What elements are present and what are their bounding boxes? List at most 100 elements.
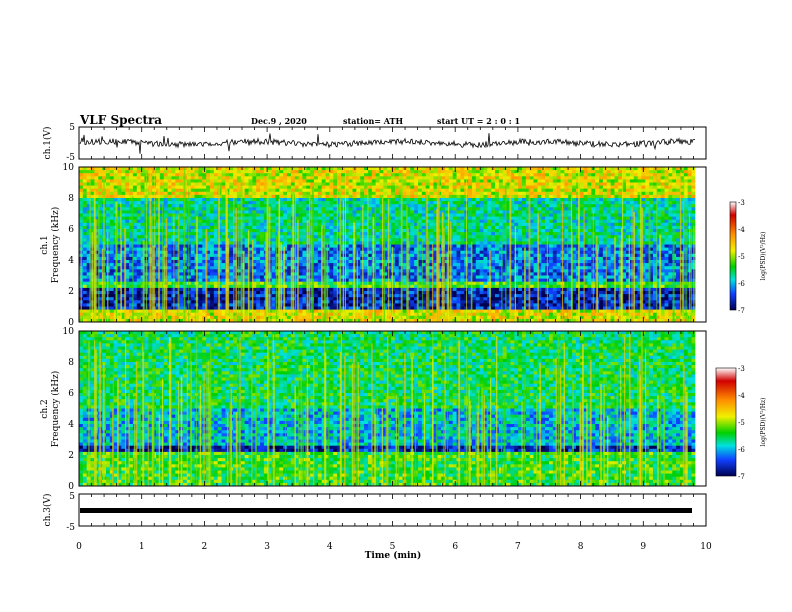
spectrogram-cell bbox=[661, 214, 665, 218]
spectrogram-cell bbox=[568, 183, 572, 187]
spectrogram-cell bbox=[541, 170, 545, 174]
spectrogram-cell bbox=[110, 254, 114, 257]
spectrogram-cell bbox=[376, 220, 380, 224]
spectrogram-cell bbox=[191, 257, 195, 261]
spectrogram-cell bbox=[329, 257, 333, 261]
spectrogram-cell bbox=[287, 214, 291, 218]
spectrogram-cell bbox=[522, 183, 526, 187]
spectrogram-cell bbox=[275, 179, 279, 183]
spectrogram-cell bbox=[233, 179, 237, 183]
spectrogram-cell bbox=[672, 176, 676, 180]
spectrogram-cell bbox=[688, 201, 692, 205]
spectrogram-cell bbox=[499, 217, 503, 221]
spectrogram-cell bbox=[214, 220, 218, 224]
spectrogram-cell bbox=[491, 176, 495, 180]
spectrogram-cell bbox=[480, 192, 484, 196]
spectrogram-cell bbox=[152, 207, 156, 211]
spectrogram-cell bbox=[121, 192, 125, 196]
spectrogram-cell bbox=[607, 257, 611, 261]
spectrogram-cell bbox=[676, 204, 680, 208]
spectrogram-cell bbox=[418, 201, 422, 205]
spectrogram-cell bbox=[287, 241, 291, 245]
spectrogram-cell bbox=[472, 207, 476, 211]
spectrogram-cell bbox=[630, 195, 634, 199]
spectrogram-cell bbox=[349, 201, 353, 205]
spectrogram-cell bbox=[557, 204, 561, 208]
spectrogram-cell bbox=[668, 195, 672, 199]
spectrogram-cell bbox=[564, 226, 568, 230]
spectrogram-cell bbox=[137, 179, 141, 183]
spectrogram-cell bbox=[198, 226, 202, 230]
spectrogram-cell bbox=[137, 226, 141, 230]
spectrogram-cell bbox=[541, 198, 545, 202]
spectrogram-cell bbox=[260, 217, 264, 221]
spectrogram-cell bbox=[356, 170, 360, 174]
spectrogram-cell bbox=[387, 254, 391, 257]
spectrogram-cell bbox=[198, 207, 202, 211]
spectrogram-cell bbox=[353, 198, 357, 202]
spectrogram-cell bbox=[587, 179, 591, 183]
spectrogram-cell bbox=[491, 173, 495, 177]
spectrogram-cell bbox=[549, 204, 553, 208]
spectrogram-cell bbox=[491, 260, 495, 264]
spectrogram-cell bbox=[272, 173, 276, 177]
spectrogram-cell bbox=[665, 204, 669, 208]
spectrogram-cell bbox=[387, 226, 391, 230]
spectrogram-cell bbox=[191, 192, 195, 196]
spectrogram-cell bbox=[283, 192, 287, 196]
spectrogram-cell bbox=[522, 170, 526, 174]
spectrogram-cell bbox=[441, 176, 445, 180]
spectrogram-cell bbox=[611, 232, 615, 236]
spectrogram-cell bbox=[545, 176, 549, 180]
spectrogram-cell bbox=[141, 223, 145, 227]
ch1-ytick-bottom: -5 bbox=[66, 153, 75, 163]
spectrogram-cell bbox=[572, 217, 576, 221]
spectrogram-cell bbox=[661, 204, 665, 208]
spectrogram-cell bbox=[541, 232, 545, 236]
spectrogram-cell bbox=[684, 198, 688, 202]
spectrogram-cell bbox=[168, 214, 172, 218]
spectrogram-cell bbox=[179, 260, 183, 264]
spectrogram-cell bbox=[121, 210, 125, 214]
spectrogram-cell bbox=[557, 238, 561, 242]
spectrogram-cell bbox=[141, 186, 145, 190]
spectrogram-cell bbox=[537, 198, 541, 202]
spectrogram-cell bbox=[614, 226, 618, 230]
spectrogram-cell bbox=[287, 201, 291, 205]
spectrogram-cell bbox=[110, 167, 114, 171]
spectrogram-cell bbox=[337, 170, 341, 174]
spectrogram-cell bbox=[595, 204, 599, 208]
spectrogram-cell bbox=[595, 170, 599, 174]
spectrogram-cell bbox=[626, 173, 630, 177]
spectrogram-cell bbox=[349, 251, 353, 255]
spectrogram-cell bbox=[499, 220, 503, 224]
spectrogram-cell bbox=[310, 176, 314, 180]
spectrogram-cell bbox=[256, 167, 260, 171]
spectrogram-cell bbox=[387, 241, 391, 245]
spectrogram-cell bbox=[245, 204, 249, 208]
spectrogram-cell bbox=[603, 220, 607, 224]
spectrogram-cell bbox=[495, 260, 499, 264]
spectrogram-cell bbox=[168, 217, 172, 221]
spectrogram-cell bbox=[476, 238, 480, 242]
spectrogram-cell bbox=[607, 229, 611, 233]
spectrogram-cell bbox=[618, 204, 622, 208]
spectrogram-cell bbox=[129, 167, 133, 171]
spectrogram-cell bbox=[534, 195, 538, 199]
spectrogram-cell bbox=[83, 220, 87, 224]
spectrogram-cell bbox=[256, 210, 260, 214]
spectrogram-cell bbox=[657, 204, 661, 208]
spectrogram-cell bbox=[222, 220, 226, 224]
spectrogram-cell bbox=[611, 254, 615, 257]
spectrogram-cell bbox=[160, 170, 164, 174]
spectrogram-cell bbox=[202, 207, 206, 211]
spectrogram-cell bbox=[272, 260, 276, 264]
spectrogram-cell bbox=[634, 207, 638, 211]
spectrogram-cell bbox=[607, 204, 611, 208]
spectrogram-cell bbox=[164, 167, 168, 171]
spectrogram-cell bbox=[503, 170, 507, 174]
spectrogram-cell bbox=[564, 220, 568, 224]
spectrogram-cell bbox=[603, 226, 607, 230]
spectrogram-cell bbox=[534, 251, 538, 255]
spectrogram-cell bbox=[299, 238, 303, 242]
